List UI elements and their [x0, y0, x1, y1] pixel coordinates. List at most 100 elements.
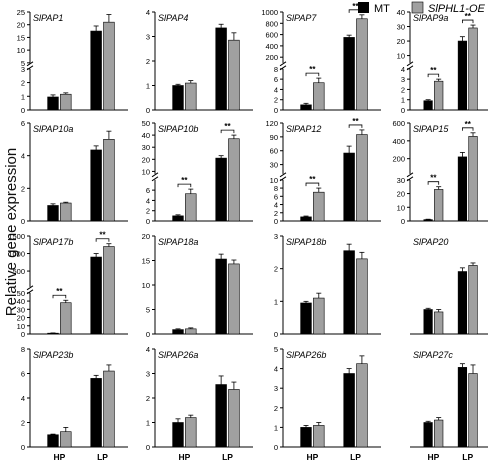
- significance-label: **: [99, 231, 106, 240]
- bar-mt: [300, 302, 312, 335]
- bar-mt: [90, 378, 102, 448]
- bar-mt: [423, 100, 433, 111]
- bar-oe: [228, 389, 240, 448]
- y-tick-label: 10: [397, 203, 405, 212]
- panel-2: 02 468 200 400 600 800 1000 SlPAP7 ** **: [261, 2, 381, 115]
- significance-bracket: [427, 73, 440, 78]
- y-tick-label: 2: [21, 184, 25, 193]
- y-tick-label: 4: [274, 201, 278, 210]
- y-tick-label: 6: [21, 119, 25, 128]
- bar-oe: [228, 263, 240, 335]
- bar-mt: [90, 149, 102, 222]
- y-tick-label: 50: [17, 289, 25, 298]
- y-tick-label: 0: [274, 217, 278, 226]
- bar-mt: [300, 216, 312, 222]
- y-tick-label: 1500: [8, 232, 25, 241]
- y-tick-label: 20: [397, 190, 405, 199]
- y-tick-label: 10: [397, 52, 405, 61]
- panel-1: 0 1 2 3 4 SlPAP4: [146, 8, 253, 115]
- x-category-label: LP: [97, 452, 108, 462]
- y-tick-label: 40: [17, 297, 25, 306]
- bar-oe: [60, 202, 72, 222]
- bar-oe: [103, 246, 115, 335]
- panel-title: SlPAP18a: [158, 237, 198, 247]
- bar-oe: [103, 21, 115, 111]
- y-tick-label: 15: [142, 257, 150, 266]
- bar-oe: [60, 302, 72, 335]
- significance-label: **: [465, 12, 472, 21]
- x-category-label: LP: [462, 452, 473, 462]
- x-category-label: HP: [306, 452, 318, 462]
- panel-5: 02 46 10 20 30 40 50 SlPAP10b ** **: [142, 119, 253, 226]
- y-tick-label: 400: [392, 137, 405, 146]
- bar-oe: [434, 311, 444, 335]
- panel-14: 0 1 2 3 4 5 SlPAP26b: [274, 345, 381, 452]
- x-category-label: HP: [53, 452, 65, 462]
- bar-mt: [215, 384, 227, 448]
- y-axis-label: Relative gene expression: [3, 148, 20, 316]
- bar-mt: [423, 422, 433, 448]
- y-tick-label: 1: [146, 82, 150, 91]
- y-tick-label: 90: [270, 133, 278, 142]
- significance-bracket: [462, 127, 474, 131]
- y-tick-label: 4: [21, 394, 25, 403]
- y-tick-label: 30: [397, 176, 405, 185]
- panel-10: 0 1 2 3 SlPAP18b: [274, 232, 381, 339]
- y-tick-label: 1000: [261, 8, 278, 17]
- bar-mt: [343, 373, 355, 448]
- y-tick-label: 8: [21, 345, 25, 354]
- bar-mt: [457, 367, 468, 448]
- y-tick-label: 60: [270, 147, 278, 156]
- bar-mt: [215, 157, 227, 222]
- x-category-label: HP: [427, 452, 439, 462]
- bar-mt: [172, 422, 184, 448]
- y-tick-label: 1: [274, 297, 278, 306]
- y-tick-label: 30: [17, 305, 25, 314]
- y-tick-label: 0: [21, 217, 25, 226]
- bar-oe: [468, 136, 478, 222]
- panel-13: 0 1 2 3 4 SlPAP26a: [146, 345, 253, 452]
- y-tick-label: 2: [274, 265, 278, 274]
- bar-oe: [313, 191, 325, 222]
- bar-oe: [185, 82, 197, 111]
- y-tick-label: 8: [274, 184, 278, 193]
- y-tick-label: 30: [397, 23, 405, 32]
- bar-oe: [356, 18, 368, 111]
- panel-title: SlPAP23b: [33, 350, 73, 360]
- y-tick-label: 3: [274, 384, 278, 393]
- y-tick-label: 2: [146, 394, 150, 403]
- y-tick-label: 0: [401, 106, 405, 115]
- y-tick-label: 10: [142, 167, 150, 176]
- y-tick-label: 4: [21, 152, 25, 161]
- panel-title: SlPAP1: [33, 13, 63, 23]
- panel-15: SlPAP27c: [409, 349, 488, 448]
- x-axis-labels: HP LP HP LP HP LP HP LP: [53, 452, 473, 462]
- bar-mt: [423, 219, 433, 222]
- y-tick-label: 30: [270, 161, 278, 170]
- bar-mt: [457, 156, 468, 222]
- bar-mt: [300, 104, 312, 111]
- bar-oe: [228, 39, 240, 111]
- y-tick-label: 40: [142, 131, 150, 140]
- panel-title: SlPAP27c: [413, 350, 453, 360]
- y-tick-label: 15: [17, 33, 25, 42]
- y-tick-label: 3: [146, 370, 150, 379]
- significance-label: **: [352, 2, 359, 11]
- y-tick-label: 0: [274, 106, 278, 115]
- legend-label-oe: SlPHL1-OE: [428, 3, 486, 15]
- x-category-label: LP: [222, 452, 233, 462]
- y-tick-label: 2: [146, 57, 150, 66]
- panel-9: 0 5 10 15 20 SlPAP18a: [142, 232, 253, 339]
- y-tick-label: 0: [21, 330, 25, 339]
- y-tick-label: 30: [142, 143, 150, 152]
- bar-oe: [185, 417, 197, 448]
- legend-label-mt: MT: [374, 3, 390, 15]
- y-tick-label: 4: [146, 196, 150, 205]
- y-tick-label: 4: [146, 345, 150, 354]
- panel-title: SlPAP10a: [33, 124, 73, 134]
- y-tick-label: 5: [274, 345, 278, 354]
- bar-oe: [434, 80, 444, 111]
- y-tick-label: 200: [265, 53, 278, 62]
